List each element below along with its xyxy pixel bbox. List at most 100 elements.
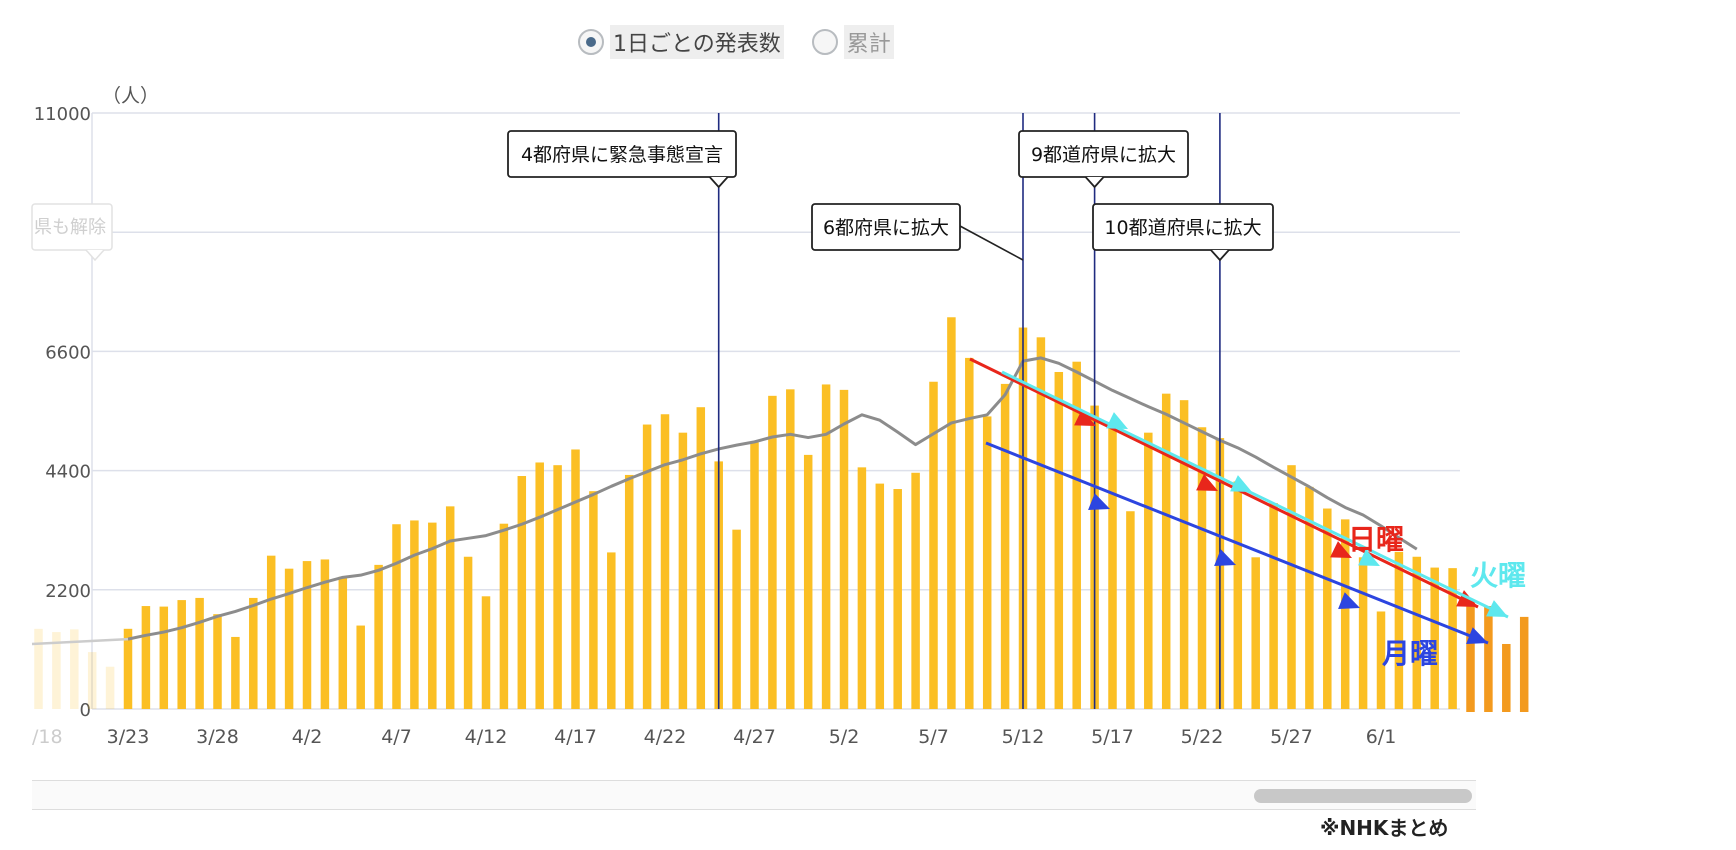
y-tick-label: 2200 xyxy=(45,581,91,602)
daily-cases-chart: 0220044006600880011000（人）/183/233/284/24… xyxy=(31,85,1529,748)
bar xyxy=(1054,371,1064,709)
bar xyxy=(875,483,885,709)
bar xyxy=(356,625,365,709)
bar xyxy=(893,489,902,709)
bar xyxy=(1412,556,1422,709)
bar xyxy=(589,491,598,709)
x-tick-label: 5/7 xyxy=(918,726,949,748)
x-tick-label: 4/22 xyxy=(644,726,687,748)
x-tick-label: 4/12 xyxy=(465,726,508,748)
bar xyxy=(392,524,401,709)
x-tick-label: 5/17 xyxy=(1091,726,1134,748)
bar xyxy=(1036,337,1046,709)
x-tick-label: 3/23 xyxy=(107,726,150,748)
trend-label-tuesday: 火曜 xyxy=(1470,559,1526,592)
x-tick-label: 5/27 xyxy=(1270,726,1313,748)
bar xyxy=(982,416,992,709)
bar xyxy=(1340,519,1350,709)
cumulative-radio-icon[interactable] xyxy=(811,29,838,55)
chart-scrollbar[interactable] xyxy=(32,780,1476,810)
bar xyxy=(1376,611,1386,709)
event-label: 9都道府県に拡大 xyxy=(1031,144,1176,166)
bar xyxy=(1000,383,1010,709)
callout-pointer xyxy=(1084,176,1105,189)
daily-radio-icon[interactable] xyxy=(578,29,604,55)
y-tick-label: 6600 xyxy=(45,342,91,363)
bar xyxy=(1287,465,1296,709)
bar xyxy=(1323,508,1332,709)
faded-bar xyxy=(52,632,61,709)
highlight-bar xyxy=(1484,606,1493,712)
bar xyxy=(571,449,580,709)
faded-bar xyxy=(34,628,43,709)
bar xyxy=(320,559,330,709)
bar xyxy=(213,614,222,709)
event-label: 4都府県に緊急事態宣言 xyxy=(521,144,723,166)
x-tick-label: 4/2 xyxy=(292,726,323,748)
arrowhead xyxy=(1330,541,1352,558)
bar xyxy=(642,424,652,709)
bar xyxy=(732,529,741,709)
moving-average-faded xyxy=(31,637,129,646)
bar xyxy=(947,317,956,709)
bar xyxy=(607,552,616,709)
callout-pointer xyxy=(1210,249,1230,262)
cumulative-toggle[interactable]: 累計 xyxy=(811,25,894,59)
bar xyxy=(1233,481,1243,709)
x-tick-label: 5/22 xyxy=(1181,726,1224,748)
arrowhead xyxy=(1074,409,1096,426)
bar xyxy=(821,384,831,709)
highlight-bar xyxy=(1466,600,1475,712)
arrowhead xyxy=(1358,549,1380,566)
bar xyxy=(929,381,938,709)
monday-trend-line xyxy=(985,441,1489,645)
bar xyxy=(1197,427,1207,709)
bar xyxy=(1358,557,1368,709)
event-callout-faded xyxy=(31,203,113,251)
tuesday-trend-line xyxy=(1001,370,1509,619)
bar xyxy=(839,389,849,709)
bar xyxy=(1430,567,1439,709)
faded-bar xyxy=(87,652,97,709)
bar xyxy=(1161,393,1171,709)
bar xyxy=(1269,503,1278,709)
daily-count-label: 1日ごとの発表数 xyxy=(610,25,784,59)
bar xyxy=(445,506,455,709)
bar xyxy=(1305,486,1314,709)
arrowhead xyxy=(1230,475,1252,492)
cumulative-label: 累計 xyxy=(843,25,894,59)
bar xyxy=(911,472,920,709)
x-tick-label: 5/2 xyxy=(829,726,860,748)
arrowhead xyxy=(1088,493,1110,510)
arrowhead xyxy=(1106,412,1128,429)
x-tick-label: /18 xyxy=(32,726,63,748)
bar xyxy=(553,465,562,709)
x-tick-label: 5/12 xyxy=(1002,726,1045,748)
y-tick-label: 0 xyxy=(80,700,91,721)
bar xyxy=(123,628,133,709)
arrowhead xyxy=(1214,549,1236,566)
bar xyxy=(803,454,813,709)
event-callout-6 xyxy=(811,203,961,251)
x-tick-label: 4/17 xyxy=(554,726,597,748)
bar xyxy=(678,432,688,709)
bar xyxy=(1108,427,1117,709)
callout-connector xyxy=(959,225,1024,261)
highlight-bar xyxy=(1502,643,1511,712)
bar xyxy=(660,414,670,709)
chart-scrollbar-thumb[interactable] xyxy=(1254,789,1472,803)
x-tick-label: 6/1 xyxy=(1366,726,1397,748)
daily-count-toggle[interactable]: 1日ごとの発表数 xyxy=(578,25,784,59)
bar xyxy=(750,442,759,709)
bar xyxy=(141,606,151,709)
bar xyxy=(428,522,437,709)
bar xyxy=(249,597,258,709)
x-tick-label: 4/7 xyxy=(381,726,412,748)
x-tick-label: 4/27 xyxy=(733,726,776,748)
bar xyxy=(857,467,867,709)
bar xyxy=(374,564,383,709)
trend-label-monday: 月曜 xyxy=(1381,637,1438,670)
faded-bar xyxy=(70,629,79,709)
bar xyxy=(231,636,240,709)
bar xyxy=(1251,557,1260,709)
